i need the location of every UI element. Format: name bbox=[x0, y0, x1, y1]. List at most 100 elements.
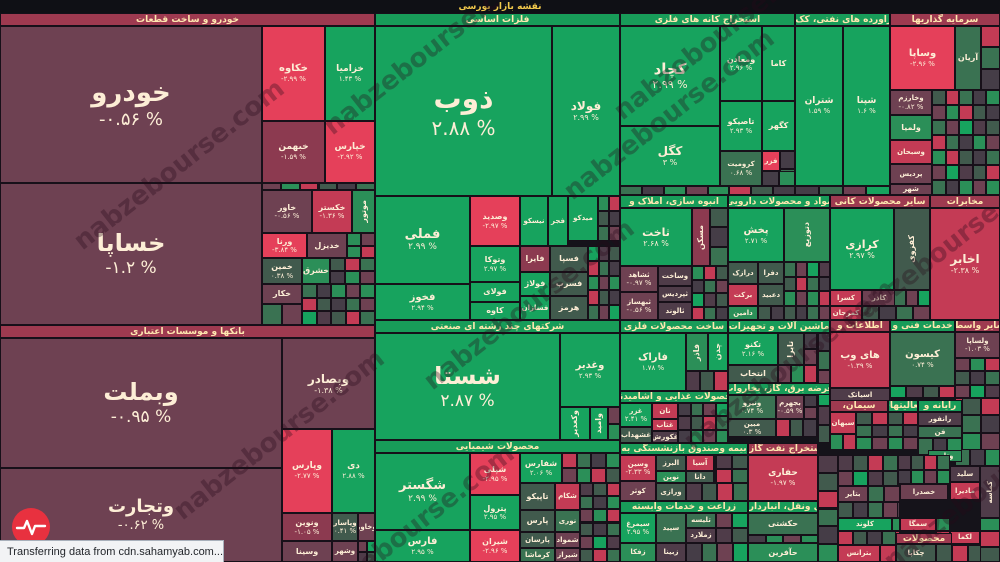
stock-tile[interactable]: شپنا ۱.۶ % bbox=[843, 26, 890, 186]
stock-tile[interactable]: فولاد ۲.۹۹ % bbox=[552, 26, 620, 196]
mini-tile[interactable] bbox=[299, 183, 319, 190]
mini-tile[interactable] bbox=[883, 502, 898, 518]
mini-tile[interactable] bbox=[361, 233, 375, 246]
stock-tile[interactable]: دامین bbox=[728, 306, 758, 320]
stock-tile[interactable]: کسرا bbox=[830, 290, 862, 306]
mini-tile[interactable] bbox=[795, 186, 819, 195]
mini-tile[interactable] bbox=[701, 483, 717, 501]
mini-tile[interactable] bbox=[853, 471, 868, 486]
mini-tile[interactable] bbox=[701, 543, 717, 562]
stock-tile[interactable]: ثاخت ۲.۶۸ % bbox=[620, 208, 692, 266]
section-header[interactable]: سیمان، bbox=[830, 400, 888, 412]
mini-tile[interactable] bbox=[784, 291, 796, 306]
stock-tile[interactable]: غشهداب bbox=[620, 427, 652, 443]
stock-tile[interactable]: مسکن bbox=[692, 208, 710, 266]
mini-tile[interactable] bbox=[580, 522, 594, 536]
stock-tile[interactable]: فارس ۲.۹۵ % bbox=[375, 530, 470, 562]
stock-tile[interactable]: پترول ۲.۹۵ % bbox=[470, 495, 520, 530]
stock-tile[interactable]: خکاوه -۲.۹۹ % bbox=[262, 26, 325, 121]
mini-tile[interactable] bbox=[690, 429, 703, 443]
stock-tile[interactable]: کلوند bbox=[838, 518, 892, 531]
mini-tile[interactable] bbox=[780, 151, 795, 169]
mini-tile[interactable] bbox=[758, 306, 771, 320]
mini-tile[interactable] bbox=[591, 453, 606, 468]
mini-tile[interactable] bbox=[818, 508, 838, 527]
mini-tile[interactable] bbox=[608, 423, 620, 440]
mini-tile[interactable] bbox=[316, 284, 332, 298]
stock-tile[interactable]: شفارس ۲.۰۶ % bbox=[520, 453, 562, 483]
section-header[interactable]: استخراج کانه های فلزی bbox=[620, 13, 795, 26]
stock-tile[interactable]: چدن bbox=[708, 333, 728, 371]
stock-tile[interactable]: فولاژ bbox=[520, 272, 550, 296]
mini-tile[interactable] bbox=[598, 211, 609, 226]
mini-tile[interactable] bbox=[903, 437, 918, 450]
section-header[interactable]: زراعت و خدمات وابسته bbox=[620, 501, 748, 513]
stock-tile[interactable]: شهر bbox=[890, 184, 932, 195]
mini-tile[interactable] bbox=[771, 306, 784, 320]
mini-tile[interactable] bbox=[918, 290, 930, 306]
stock-tile[interactable]: تاپیکو bbox=[520, 483, 555, 510]
mini-tile[interactable] bbox=[678, 416, 691, 430]
mini-tile[interactable] bbox=[729, 186, 752, 195]
stock-tile[interactable]: تکنو ۲.۱۶ % bbox=[728, 333, 778, 365]
stock-tile[interactable]: ثبهساز -۰.۵۶ % bbox=[620, 292, 658, 320]
mini-tile[interactable] bbox=[894, 290, 906, 306]
mini-tile[interactable] bbox=[608, 407, 620, 424]
mini-tile[interactable] bbox=[804, 349, 817, 365]
stock-tile[interactable]: خصدرا bbox=[900, 484, 948, 500]
stock-tile[interactable]: غتاب bbox=[652, 419, 678, 431]
stock-tile[interactable]: کرازی ۲.۹۷ % bbox=[830, 208, 894, 290]
mini-tile[interactable] bbox=[959, 165, 973, 180]
stock-tile[interactable]: خکار bbox=[262, 284, 302, 304]
mini-tile[interactable] bbox=[580, 496, 594, 510]
stock-tile[interactable]: خشرق bbox=[302, 258, 330, 284]
mini-tile[interactable] bbox=[896, 306, 913, 320]
mini-tile[interactable] bbox=[795, 262, 807, 277]
mini-tile[interactable] bbox=[818, 276, 830, 291]
mini-tile[interactable] bbox=[331, 297, 346, 312]
stock-tile[interactable]: سیمرغ ۲.۹۵ % bbox=[620, 513, 656, 543]
mini-tile[interactable] bbox=[898, 455, 911, 470]
mini-tile[interactable] bbox=[715, 403, 728, 417]
mini-tile[interactable] bbox=[945, 165, 960, 180]
mini-tile[interactable] bbox=[678, 429, 691, 443]
mini-tile[interactable] bbox=[945, 180, 960, 195]
section-header[interactable]: ساخت محصولات فلزی bbox=[620, 320, 728, 333]
mini-tile[interactable] bbox=[868, 486, 884, 502]
stock-tile[interactable]: وخاور bbox=[358, 513, 375, 541]
mini-tile[interactable] bbox=[936, 544, 952, 562]
stock-tile[interactable]: نان bbox=[652, 403, 678, 419]
mini-tile[interactable] bbox=[593, 548, 607, 562]
mini-tile[interactable] bbox=[890, 386, 907, 398]
mini-tile[interactable] bbox=[732, 469, 748, 483]
mini-tile[interactable] bbox=[789, 419, 803, 437]
mini-tile[interactable] bbox=[732, 513, 748, 528]
mini-tile[interactable] bbox=[970, 384, 985, 398]
mini-tile[interactable] bbox=[962, 432, 981, 450]
stock-tile[interactable]: کرومیت ۰.۶۸ % bbox=[720, 151, 762, 186]
mini-tile[interactable] bbox=[609, 246, 620, 261]
stock-tile[interactable]: برکت bbox=[728, 284, 758, 306]
mini-tile[interactable] bbox=[580, 509, 594, 523]
mini-tile[interactable] bbox=[972, 120, 987, 135]
mini-tile[interactable] bbox=[985, 371, 1000, 385]
mini-tile[interactable] bbox=[981, 432, 1000, 450]
mini-tile[interactable] bbox=[795, 276, 807, 291]
mini-tile[interactable] bbox=[598, 290, 610, 306]
mini-tile[interactable] bbox=[962, 398, 981, 416]
mini-tile[interactable] bbox=[868, 502, 883, 518]
stock-tile[interactable]: کاما bbox=[762, 26, 795, 101]
stock-tile[interactable]: سبهان bbox=[830, 412, 856, 434]
mini-tile[interactable] bbox=[778, 171, 795, 186]
mini-tile[interactable] bbox=[716, 469, 732, 483]
stock-tile[interactable]: وبصادر -۱.۳۸ % bbox=[282, 338, 375, 429]
mini-tile[interactable] bbox=[892, 518, 900, 531]
mini-tile[interactable] bbox=[609, 305, 620, 320]
mini-tile[interactable] bbox=[605, 468, 620, 483]
mini-tile[interactable] bbox=[879, 306, 896, 320]
mini-tile[interactable] bbox=[641, 186, 664, 195]
mini-tile[interactable] bbox=[986, 165, 1000, 180]
mini-tile[interactable] bbox=[945, 90, 960, 105]
mini-tile[interactable] bbox=[937, 455, 950, 470]
mini-tile[interactable] bbox=[959, 120, 973, 135]
